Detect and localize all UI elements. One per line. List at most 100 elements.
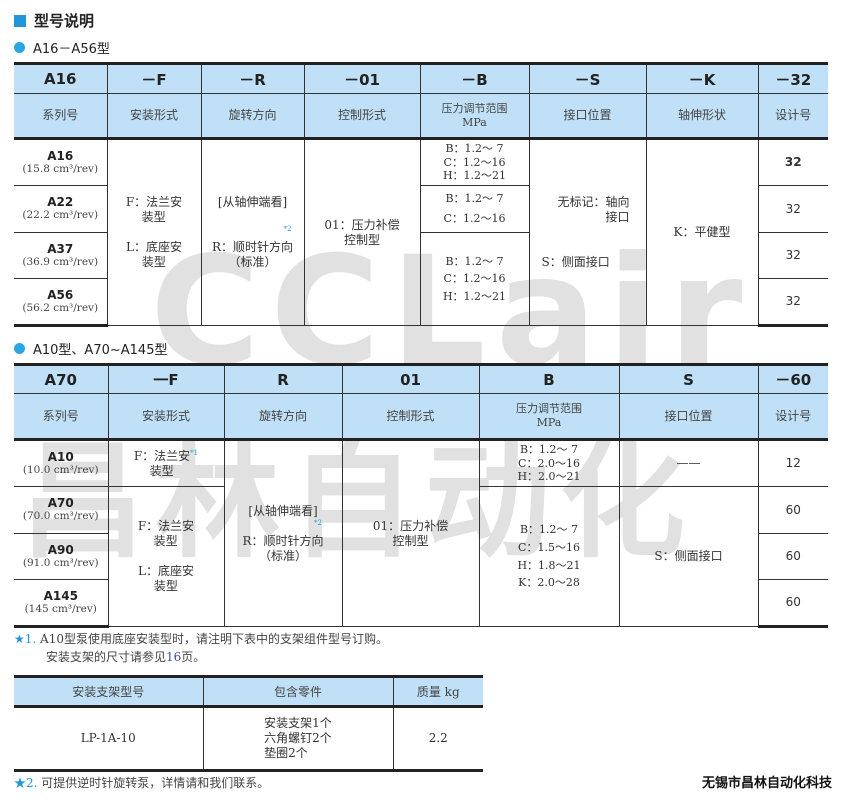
label-shaft: 轴伸形状 [645, 93, 759, 140]
label-control: 控制形式 [341, 393, 480, 441]
pressure-cell: B：1.2～ 7 C：1.2～16 H：1.2～21 [419, 138, 530, 186]
note-2: ★2. 可提供逆时针旋转泵，详情请和我们联系。 [14, 774, 269, 791]
label-pressure: 压力调节范围 MPa [478, 393, 620, 441]
model-cell: A37 (36.9 cm³/rev) [14, 232, 108, 279]
label-control: 控制形式 [303, 93, 421, 140]
rotation-r: R：顺时针方向 [242, 533, 324, 548]
model-name: A145 [43, 588, 78, 603]
model-name: A37 [47, 241, 74, 256]
mount-f: F：法兰安 装型 [133, 448, 191, 478]
model-cell: A22 (22.2 cm³/rev) [14, 185, 108, 233]
model-name: A16 [47, 148, 74, 163]
square-bullet-icon [14, 14, 26, 27]
note-text: 页。 [181, 650, 206, 664]
rotation-cell: [从轴伸端看] *2 R：顺时针方向 （标准） [223, 439, 343, 627]
model-name: A70 [47, 496, 74, 511]
rotation-view: [从轴伸端看] [248, 503, 318, 518]
model-name: A90 [47, 542, 74, 557]
code-port: S [618, 363, 759, 394]
mount-f: F：法兰安 装型 [137, 519, 195, 548]
design-cell: 32 [757, 138, 828, 186]
port-side: S：侧面接口 [541, 255, 610, 269]
model-displacement: (70.0 cm³/rev) [22, 510, 99, 523]
code-pressure: －B [419, 62, 530, 94]
code-rotation: －R [200, 62, 305, 94]
design-cell: 32 [757, 232, 828, 279]
label-port: 接口位置 [618, 393, 759, 441]
bracket-mass: 2.2 [392, 706, 483, 772]
code-port: －S [528, 62, 647, 94]
port-axial: 无标记：轴向 接口 [557, 195, 630, 224]
model-cell: A90 (91.0 cm³/rev) [14, 533, 109, 580]
model-name: A56 [47, 287, 74, 302]
model-code-table-a10-a145: A70 一F R 01 B S －60 系列号 安装形式 旋转方向 控制形式 压… [14, 363, 828, 628]
model-displacement: (36.9 cm³/rev) [22, 255, 99, 268]
pressure-cell: B：1.2～ 7 C：1.2～16 [419, 185, 530, 233]
header-parts: 包含零件 [202, 675, 394, 708]
pressure-cell: B：1.2～ 7 C：1.2～16 H：1.2～21 [419, 232, 530, 326]
mount-cell: F：法兰安 装型 L：底座安 装型 [106, 138, 202, 326]
title-text: 型号说明 [34, 12, 95, 30]
subtitle-text: A10型、A70~A145型 [33, 343, 168, 358]
model-displacement: (145 cm³/rev) [24, 602, 97, 615]
bracket-model: LP-1A-10 [14, 706, 204, 772]
model-cell: A70 (70.0 cm³/rev) [14, 486, 109, 534]
model-displacement: (56.2 cm³/rev) [22, 301, 99, 314]
rotation-std: （标准） [258, 548, 307, 563]
note-ref: *2 [314, 518, 322, 527]
model-cell: A16 (15.8 cm³/rev) [14, 138, 108, 186]
shaft-cell: K：平健型 [645, 138, 759, 326]
note-ref: *1 [190, 448, 199, 457]
mount-l: L：底座安 装型 [126, 240, 182, 269]
model-cell: A56 (56.2 cm³/rev) [14, 278, 108, 327]
mount-cell: F：法兰安 装型 L：底座安 装型 [107, 486, 225, 627]
pressure-cell: B：1.2～ 7 C：1.5～16 H：1.8～21 K：2.0～28 [478, 486, 620, 627]
model-cell: A145 (145 cm³/rev) [14, 579, 109, 628]
mount-l: L：底座安 装型 [138, 564, 194, 593]
code-shaft: －K [645, 62, 759, 94]
header-mass: 质量 kg [392, 675, 483, 708]
note-1-line2: 安装支架的尺寸请参见16页。 [46, 648, 205, 665]
page-link[interactable]: 16 [166, 650, 182, 664]
section1-subtitle: A16－A56型 [14, 38, 110, 57]
design-cell: 60 [757, 579, 828, 628]
section2-subtitle: A10型、A70~A145型 [14, 339, 167, 358]
rotation-std: （标准） [228, 255, 277, 269]
label-rotation: 旋转方向 [223, 393, 343, 441]
port-cell: S：侧面接口 [618, 486, 759, 627]
port-cell: 无标记：轴向 接口 S：侧面接口 [528, 138, 647, 326]
code-design: －60 [757, 363, 828, 394]
rotation-view: [从轴伸端看] [217, 195, 288, 209]
label-design: 设计号 [757, 393, 828, 441]
star-icon: ★2. [14, 776, 38, 790]
code-series: A16 [14, 62, 108, 94]
rotation-cell: [从轴伸端看] *2 R：顺时针方向 （标准） [200, 138, 305, 326]
label-series: 系列号 [14, 393, 109, 441]
bracket-parts: 安装支架1个 六角螺钉2个 垫圈2个 [202, 706, 394, 772]
circle-bullet-icon [14, 343, 25, 354]
pressure-cell: B：1.2～ 7 C：2.0～16 H：2.0～21 [478, 439, 620, 487]
rotation-r: R：顺时针方向 [211, 240, 294, 254]
port-cell: —— [618, 439, 759, 487]
label-port: 接口位置 [528, 93, 647, 140]
mount-a10-cell: F：法兰安 装型*1 [107, 439, 225, 487]
model-name: A10 [47, 449, 74, 464]
model-cell: A10 (10.0 cm³/rev) [14, 439, 109, 487]
label-rotation: 旋转方向 [200, 93, 305, 140]
note-ref: *2 [283, 225, 292, 233]
note-1-line1: A10型泵使用底座安装型时，请注明下表中的支架组件型号订购。 [40, 632, 388, 646]
subtitle-text: A16－A56型 [33, 42, 110, 57]
note-1: ★1. A10型泵使用底座安装型时，请注明下表中的支架组件型号订购。 [14, 630, 388, 647]
model-displacement: (15.8 cm³/rev) [22, 162, 99, 175]
design-cell: 32 [757, 185, 828, 233]
label-pressure: 压力调节范围 MPa [419, 93, 530, 140]
star-icon: ★1. [14, 632, 37, 646]
code-mount: 一F [107, 363, 225, 394]
parts-list: 安装支架1个 六角螺钉2个 垫圈2个 [264, 716, 332, 760]
label-mount: 安装形式 [107, 393, 225, 441]
label-mount: 安装形式 [106, 93, 202, 140]
code-rotation: R [223, 363, 343, 394]
model-name: A22 [47, 195, 74, 210]
code-design: －32 [757, 62, 828, 94]
model-code-table-a16-a56: A16 －F －R －01 －B －S －K －32 系列号 安装形式 旋转方向… [14, 62, 828, 327]
